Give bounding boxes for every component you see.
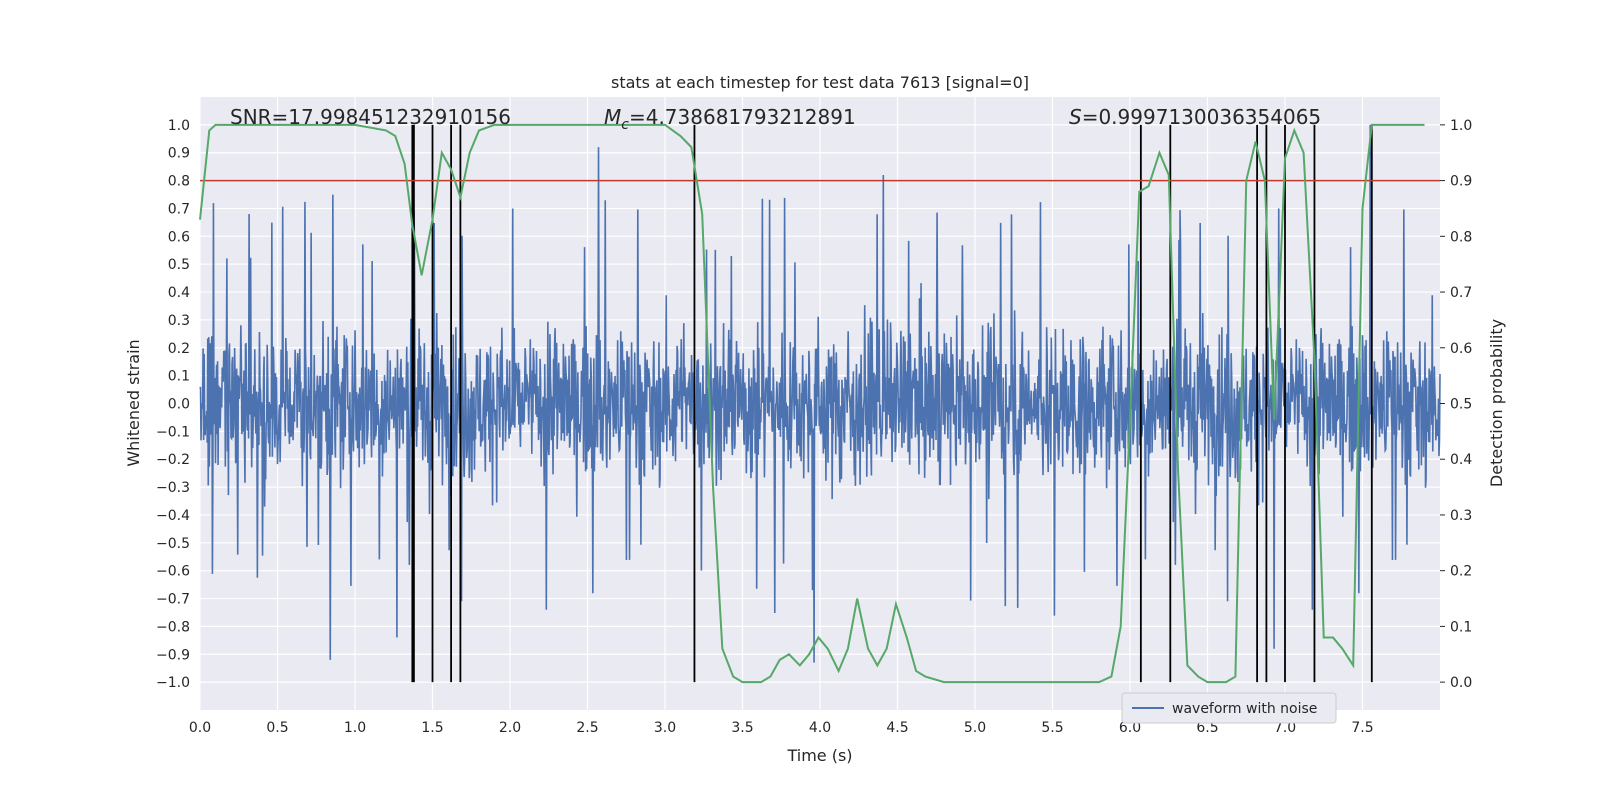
y-left-tick-label: −1.0 [156,675,190,691]
y-left-tick-labels: 1.0 0.9 0.8 0.7 0.6 0.5 0.4 0.3 0.2 0.1 0.0 −0.1 −0.… [156,118,190,691]
x-tick-label: 2.0 [499,720,521,736]
y-right-tick-label: 0.2 [1450,564,1472,580]
y-left-tick-label: −0.5 [156,536,190,552]
x-tick-label: 4.5 [886,720,908,736]
y-right-tick-label: 0.6 [1450,341,1472,357]
y-left-tick-label: −0.7 [156,592,190,608]
x-tick-label: 0.5 [266,720,288,736]
s-value: =0.9997130036354065 [1082,105,1321,129]
y-right-tick-labels: 1.0 0.9 0.8 0.7 0.6 0.5 0.4 0.3 0.2 0.1 0.0 [1440,118,1472,691]
x-tick-label: 3.5 [731,720,753,736]
x-tick-label: 7.5 [1351,720,1373,736]
y-left-tick-label: 0.0 [168,397,190,413]
s-annotation: S=0.9997130036354065 [1069,105,1321,129]
y-right-tick-label: 0.8 [1450,229,1472,245]
x-tick-label: 1.0 [344,720,366,736]
waveform-with-noise-series [199,124,1441,663]
y-left-tick-label: 0.8 [168,174,190,190]
probability-line [199,123,1425,684]
snr-annotation: SNR=17.998451232910156 [230,105,511,129]
x-tick-label: 2.5 [576,720,598,736]
legend: waveform with noise [1121,692,1337,724]
mc-value: =4.738681793212891 [629,105,856,129]
y-right-tick-label: 0.7 [1450,285,1472,301]
waveform-line [199,124,1441,663]
s-symbol: S [1069,105,1082,129]
y-left-tick-label: 0.1 [168,369,190,385]
chart-title: stats at each timestep for test data 761… [611,73,1029,92]
x-axis-label: Time (s) [786,746,852,765]
y-left-tick-label: −0.2 [156,452,190,468]
y-left-tick-label: 0.7 [168,201,190,217]
y-left-tick-label: −0.8 [156,619,190,635]
y-left-tick-label: −0.3 [156,480,190,496]
y-right-tick-label: 0.3 [1450,508,1472,524]
y-left-tick-label: −0.1 [156,424,190,440]
y-left-tick-label: 0.4 [168,285,190,301]
y-right-tick-label: 0.0 [1450,675,1472,691]
detection-probability-series [199,123,1425,684]
x-tick-label: 5.0 [964,720,986,736]
chirp-mass-annotation: Mc=4.738681793212891 [604,105,856,133]
y-left-tick-label: 0.3 [168,313,190,329]
y-left-tick-label: 0.5 [168,257,190,273]
y-right-tick-label: 0.4 [1450,452,1472,468]
y-left-tick-label: −0.9 [156,647,190,663]
x-tick-label: 1.5 [421,720,443,736]
legend-box [1121,692,1337,724]
x-tick-labels: 0.0 0.5 1.0 1.5 2.0 2.5 3.0 3.5 4.0 4.5 5.0 5.5 6.0 6… [189,720,1374,736]
x-tick-label: 3.0 [654,720,676,736]
mc-symbol: M [604,105,621,129]
y-right-tick-label: 0.9 [1450,174,1472,190]
y-right-tick-label: 0.1 [1450,619,1472,635]
x-tick-label: 6.5 [1196,720,1218,736]
x-tick-label: 5.5 [1041,720,1063,736]
x-tick-label: 0.0 [189,720,211,736]
x-tick-label: 6.0 [1119,720,1141,736]
y-left-tick-label: 1.0 [168,118,190,134]
y-left-tick-label: 0.9 [168,146,190,162]
y-axis-label-right: Detection probability [1487,319,1506,487]
y-right-tick-label: 0.5 [1450,397,1472,413]
legend-label: waveform with noise [1172,701,1317,717]
y-left-tick-label: 0.6 [168,229,190,245]
y-left-tick-label: −0.6 [156,564,190,580]
y-axis-label-left: Whitened strain [124,339,143,466]
x-tick-label: 7.0 [1274,720,1296,736]
y-left-tick-label: 0.2 [168,341,190,357]
x-tick-label: 4.0 [809,720,831,736]
y-right-tick-label: 1.0 [1450,118,1472,134]
mc-subscript: c [621,117,629,133]
y-left-tick-label: −0.4 [156,508,190,524]
